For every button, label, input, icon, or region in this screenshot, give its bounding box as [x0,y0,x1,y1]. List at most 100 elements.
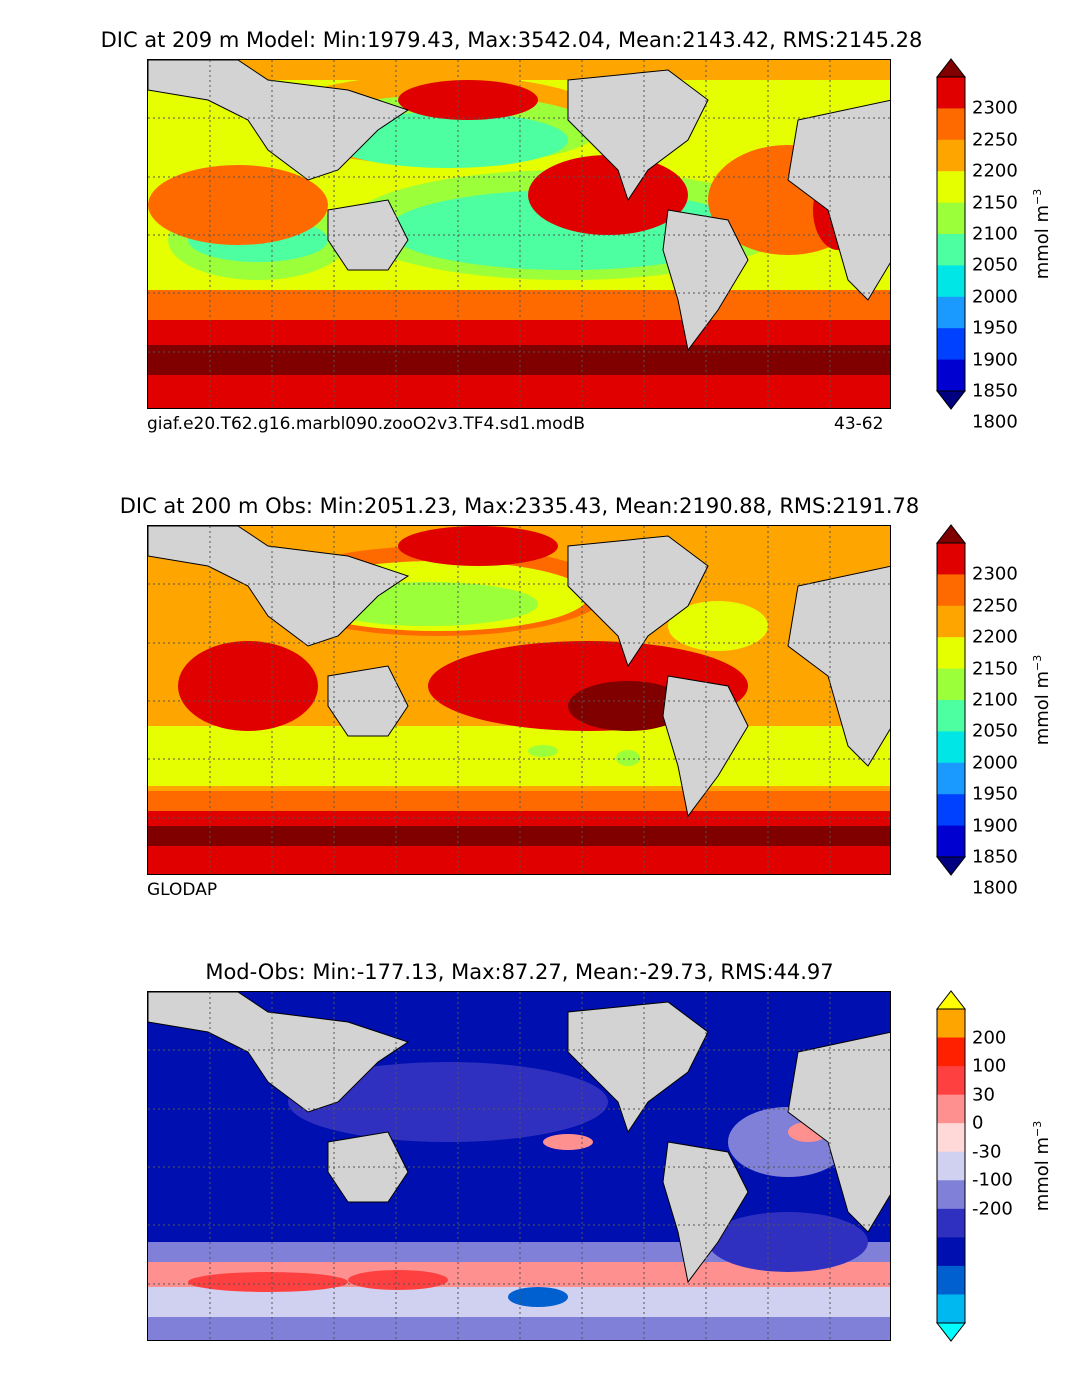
colorbar-tick-label: 2250 [972,129,1018,151]
colorbar-swatch [937,108,965,141]
colorbar-swatch [937,637,965,670]
east-pacific-core [568,681,688,731]
colorbar-tick-label: 1900 [972,815,1018,837]
panel-title: DIC at 209 m Model: Min:1979.43, Max:354… [100,28,923,52]
colorbar-tick-label: 1800 [972,411,1018,433]
colorbar-unit-label: mmol m−3 [1031,188,1053,280]
colorbar-swatch [937,825,965,858]
north-pacific-red [398,80,538,120]
colorbar [935,524,967,876]
colorbar-tick-label: 2150 [972,658,1018,680]
colorbar-swatch [937,359,965,392]
colorbar-swatch [937,794,965,827]
panel-title: Mod-Obs: Min:-177.13, Max:87.27, Mean:-2… [205,960,834,984]
colorbar-swatch [937,202,965,235]
colorbar-tick-label: 2000 [972,286,1018,308]
colorbar-outline [936,76,966,392]
africa-land [787,565,890,767]
north-pacific-blue [288,1062,608,1142]
colorbar-tick-label: 1850 [972,380,1018,402]
colorbar-extend-max [935,524,967,544]
map-svg [148,60,890,408]
colorbar-svg [935,524,967,876]
colorbar-tick-label: 1850 [972,846,1018,868]
colorbar-tick-label: 200 [972,1027,1007,1049]
colorbar-tick-label: 2300 [972,563,1018,585]
colorbar-extend-min [935,1322,967,1342]
colorbar-tick-label: 30 [972,1084,995,1106]
caption-source: GLODAP [147,880,218,900]
colorbar-tick-label: 2200 [972,626,1018,648]
indian-orange [148,165,328,245]
colorbar-tick-label: 1900 [972,349,1018,371]
map-svg [148,992,890,1340]
colorbar-tick-label: 1950 [972,317,1018,339]
colorbar-swatch [937,1208,965,1238]
south-atlantic [708,1212,868,1272]
colorbar-tick-label: -100 [972,1169,1013,1191]
africa-land [787,99,890,301]
colorbar-tick-label: 2000 [972,752,1018,774]
north-america-land [567,535,709,668]
colorbar-swatch [937,234,965,266]
colorbar-swatch [937,1294,965,1324]
south-pacific-spot2 [616,750,640,766]
colorbar-tick-label: -200 [972,1198,1013,1220]
north-pacific-gyre [328,112,568,168]
caption-years: 43-62 [834,414,884,434]
colorbar-swatch [937,1037,965,1067]
colorbar-tick-label: 2150 [972,192,1018,214]
colorbar-tick-label: 2250 [972,595,1018,617]
colorbar [935,58,967,410]
colorbar-swatch [937,77,965,109]
south-pacific-spot [528,745,558,757]
africa-land [787,1031,890,1233]
colorbar-tick-label: -30 [972,1141,1002,1163]
colorbar-outline [936,542,966,858]
colorbar-unit-label: mmol m−3 [1031,1120,1053,1212]
colorbar-swatch [937,574,965,607]
colorbar-extend-min [935,390,967,410]
panel-obs: DIC at 200 m Obs: Min:2051.23, Max:2335.… [0,466,1087,932]
colorbar-swatch [937,731,965,764]
colorbar-tick-label: 2300 [972,97,1018,119]
colorbar-swatch [937,543,965,575]
eurasia-land [148,60,410,181]
colorbar-tick-label: 1950 [972,783,1018,805]
map-plot [147,525,891,875]
north-america-land [567,1001,709,1134]
colorbar-swatch [937,139,965,172]
colorbar-svg [935,990,967,1342]
panel-diff: Mod-Obs: Min:-177.13, Max:87.27, Mean:-2… [0,932,1087,1398]
colorbar-swatch [937,171,965,204]
colorbar-tick-label: 2050 [972,720,1018,742]
colorbar-swatch [937,1180,965,1210]
colorbar-tick-label: 100 [972,1055,1007,1077]
colorbar-swatch [937,328,965,361]
colorbar-tick-label: 2100 [972,689,1018,711]
colorbar-swatch [937,668,965,701]
grid-lines [148,526,890,874]
southern-blue [508,1287,568,1307]
east-pacific-red [528,155,688,235]
colorbar-tick-label: 2200 [972,160,1018,182]
colorbar-swatch [937,700,965,732]
colorbar-swatch [937,1151,965,1181]
caption-case: giaf.e20.T62.g16.marbl090.zooO2v3.TF4.sd… [147,414,586,434]
colorbar-tick-label: 1800 [972,877,1018,899]
colorbar-extend-max [935,58,967,78]
colorbar-swatch [937,762,965,795]
colorbar-swatch [937,1265,965,1295]
colorbar-outline [936,1008,966,1324]
southern-red2 [348,1270,448,1290]
southern-red [188,1272,348,1292]
colorbar [935,990,967,1342]
colorbar-unit-label: mmol m−3 [1031,654,1053,746]
grid-lines [148,992,890,1340]
grid-lines [148,60,890,408]
colorbar-swatch [937,1009,965,1039]
panel-model: DIC at 209 m Model: Min:1979.43, Max:354… [0,0,1087,466]
colorbar-swatch [937,605,965,638]
colorbar-extend-min [935,856,967,876]
indian-red [178,641,318,731]
